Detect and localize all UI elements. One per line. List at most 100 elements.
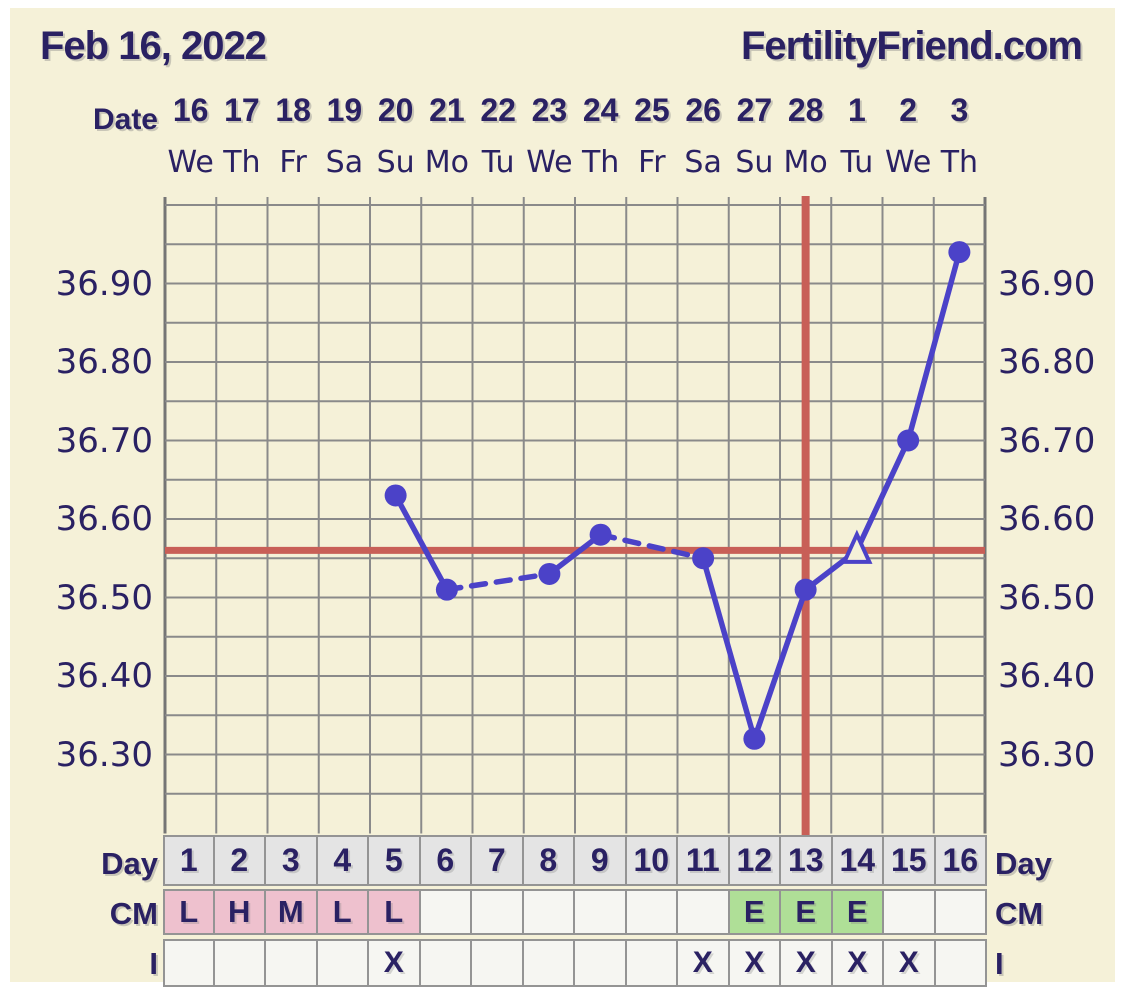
day-cell-2[interactable]: 2: [212, 835, 266, 886]
weekday-tick: Th: [223, 145, 261, 180]
cm-cell-16[interactable]: [933, 889, 987, 935]
intercourse-cell-3[interactable]: [264, 939, 318, 987]
day-cell-3[interactable]: 3: [264, 835, 318, 886]
weekday-tick: Tu: [481, 145, 515, 180]
cm-row-label-left: CM: [109, 896, 158, 931]
date-tick: 22: [480, 92, 516, 128]
temp-point-day-5[interactable]: [384, 484, 407, 507]
cm-cell-8[interactable]: [521, 889, 575, 935]
temp-tick-left: 36.40: [55, 656, 153, 696]
intercourse-cell-2[interactable]: [212, 939, 266, 987]
intercourse-cell-5[interactable]: X: [367, 939, 421, 987]
temp-tick-left: 36.30: [55, 734, 153, 775]
weekday-tick: Sa: [325, 145, 364, 180]
day-cell-13[interactable]: 13: [779, 835, 833, 886]
cm-cell-11[interactable]: [676, 889, 730, 935]
day-cell-12[interactable]: 12: [727, 835, 781, 886]
temp-tick-right: 36.90: [998, 263, 1096, 304]
day-cell-7[interactable]: 7: [470, 835, 524, 886]
temp-point-day-8[interactable]: [538, 562, 561, 585]
cm-cell-5[interactable]: L: [367, 889, 421, 935]
temp-tick-right: 36.50: [998, 577, 1096, 618]
day-cell-16[interactable]: 16: [933, 835, 987, 886]
day-row-label-left: Day: [101, 846, 158, 881]
intercourse-cell-8[interactable]: [521, 939, 575, 987]
day-cell-4[interactable]: 4: [315, 835, 369, 886]
day-cell-10[interactable]: 10: [624, 835, 678, 886]
intercourse-cell-13[interactable]: X: [779, 939, 833, 987]
temp-tick-right: 36.40: [998, 656, 1096, 696]
intercourse-cell-7[interactable]: [470, 939, 524, 987]
cm-cell-3[interactable]: M: [264, 889, 318, 935]
temp-tick-left: 36.90: [55, 263, 153, 304]
weekday-tick: Fr: [279, 145, 307, 180]
temp-segment-dashed: [444, 571, 553, 593]
weekday-tick: Su: [376, 145, 415, 180]
chart-date-title: Feb 16, 2022: [40, 24, 267, 68]
day-cell-6[interactable]: 6: [418, 835, 472, 886]
date-tick: 25: [634, 92, 670, 128]
day-cell-14[interactable]: 14: [830, 835, 884, 886]
intercourse-row-label-left: I: [149, 946, 158, 981]
temp-point-open-triangle-day-14[interactable]: [841, 529, 873, 564]
intercourse-cell-4[interactable]: [315, 939, 369, 987]
intercourse-cell-15[interactable]: X: [882, 939, 936, 987]
temp-point-day-9[interactable]: [589, 523, 612, 546]
date-tick: 28: [787, 92, 824, 128]
intercourse-cell-16[interactable]: [933, 939, 987, 987]
temperature-chart: [163, 196, 987, 835]
day-cell-9[interactable]: 9: [573, 835, 627, 886]
day-cell-5[interactable]: 5: [367, 835, 421, 886]
intercourse-cell-12[interactable]: X: [727, 939, 781, 987]
intercourse-cell-1[interactable]: [163, 939, 215, 987]
temp-segment: [392, 492, 450, 593]
cm-cell-1[interactable]: L: [163, 889, 215, 935]
cm-cell-9[interactable]: [573, 889, 627, 935]
temp-segment: [905, 249, 963, 444]
weekday-tick: Fr: [638, 145, 666, 180]
intercourse-cell-6[interactable]: [418, 939, 472, 987]
intercourse-cell-10[interactable]: [624, 939, 678, 987]
date-tick: 24: [582, 92, 619, 128]
intercourse-cell-14[interactable]: X: [830, 939, 884, 987]
weekday-tick: We: [884, 145, 932, 180]
temp-point-day-11[interactable]: [692, 547, 715, 570]
cm-cell-13[interactable]: E: [779, 889, 833, 935]
day-row-label-right: Day: [995, 846, 1052, 881]
temp-point-day-13[interactable]: [794, 578, 817, 601]
date-tick: 26: [685, 92, 721, 128]
date-tick: 21: [429, 92, 465, 128]
temp-point-day-6[interactable]: [435, 578, 458, 601]
cm-cell-6[interactable]: [418, 889, 472, 935]
temp-point-day-16[interactable]: [948, 241, 971, 264]
date-tick: 17: [224, 92, 260, 128]
day-cell-11[interactable]: 11: [676, 835, 730, 886]
day-cell-15[interactable]: 15: [882, 835, 936, 886]
temp-tick-right: 36.30: [998, 734, 1096, 775]
date-tick: 27: [736, 92, 773, 128]
temp-tick-left: 36.60: [55, 499, 153, 539]
day-cell-8[interactable]: 8: [521, 835, 575, 886]
intercourse-cell-11[interactable]: X: [676, 939, 730, 987]
cm-cell-15[interactable]: [882, 889, 936, 935]
weekday-axis-row: We Th Fr Sa Su Mo Tu We Th Fr Sa Su Mo Tu We Th: [165, 145, 985, 180]
intercourse-cell-9[interactable]: [573, 939, 627, 987]
temp-point-day-15[interactable]: [897, 429, 920, 452]
cm-cell-14[interactable]: E: [830, 889, 884, 935]
cm-cell-10[interactable]: [624, 889, 678, 935]
cm-cell-7[interactable]: [470, 889, 524, 935]
cycle-day-row: 1 2 3 4 5 6 7 8 9 10 11 12 13 14 15 16: [163, 835, 987, 886]
cm-cell-12[interactable]: E: [727, 889, 781, 935]
date-tick: 3: [950, 92, 969, 128]
cm-cell-2[interactable]: H: [212, 889, 266, 935]
temp-tick-right: 36.70: [998, 420, 1096, 461]
temp-point-day-12[interactable]: [743, 727, 766, 750]
day-cell-1[interactable]: 1: [163, 835, 215, 886]
date-tick: 19: [326, 92, 363, 128]
temp-tick-right: 36.60: [998, 499, 1096, 539]
temp-segment: [751, 586, 809, 742]
date-axis-label: Date: [92, 103, 158, 136]
weekday-tick: Sa: [684, 145, 722, 180]
cm-cell-4[interactable]: L: [315, 889, 369, 935]
